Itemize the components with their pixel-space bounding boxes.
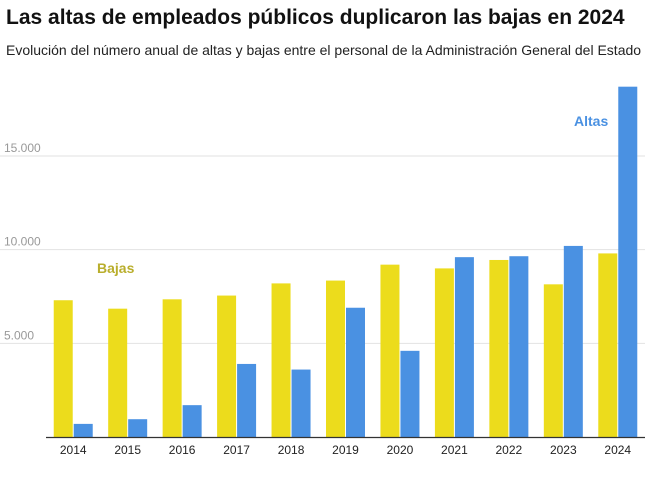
bar-bajas-2022 [489,259,509,437]
bar-altas-2022 [509,256,529,437]
bar-bajas-2015 [108,308,128,437]
x-tick-label: 2019 [332,443,359,457]
x-tick-label: 2017 [223,443,250,457]
y-tick-label: 5.000 [4,328,34,342]
bar-bajas-2017 [217,295,237,437]
bar-bajas-2020 [380,264,400,437]
bars [53,86,638,437]
chart-title: Las altas de empleados públicos duplicar… [6,6,625,29]
bar-altas-2014 [73,423,93,437]
series-label-altas: Altas [574,113,608,129]
bar-bajas-2019 [326,280,345,437]
x-tick-label: 2021 [441,443,468,457]
chart-subtitle: Evolución del número anual de altas y ba… [6,42,642,58]
y-tick-label: 15.000 [4,141,41,155]
bar-altas-2020 [400,350,420,437]
x-tick-label: 2024 [604,443,631,457]
bar-altas-2015 [128,419,148,437]
bar-altas-2017 [237,363,257,437]
x-tick-label: 2020 [387,443,414,457]
x-tick-label: 2015 [114,443,141,457]
series-label-bajas: Bajas [97,260,135,276]
y-axis-tick-labels: 5.000 10.000 15.000 [4,141,41,342]
bar-bajas-2023 [543,284,563,437]
x-axis-tick-labels: 2014 2015 2016 2017 2018 2019 2020 2021 2022 2023… [60,443,632,457]
bar-altas-2018 [291,369,311,437]
bar-bajas-2024 [598,253,618,437]
bar-altas-2021 [454,257,474,437]
bar-bajas-2014 [53,300,73,437]
bar-bajas-2018 [271,283,291,437]
gridlines [0,155,645,344]
x-tick-label: 2018 [278,443,305,457]
y-tick-label: 10.000 [4,235,41,249]
bar-bajas-2021 [434,268,454,437]
x-tick-label: 2016 [169,443,196,457]
bar-altas-2023 [563,245,583,437]
x-tick-label: 2023 [550,443,577,457]
x-tick-label: 2014 [60,443,87,457]
bar-altas-2024 [618,86,638,437]
x-tick-label: 2022 [496,443,523,457]
bar-altas-2016 [182,405,202,437]
bar-altas-2019 [346,307,365,437]
bar-bajas-2016 [162,299,182,437]
